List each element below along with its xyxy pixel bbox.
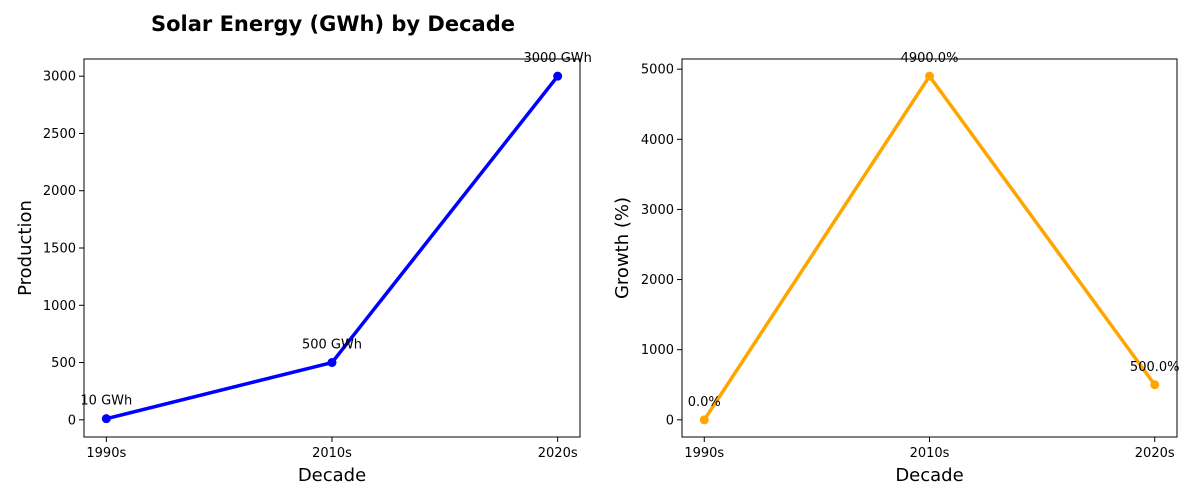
production-y-tick-label: 1500	[43, 242, 76, 257]
production-y-tick-label: 1000	[43, 299, 76, 314]
production-y-axis-label: Production	[15, 200, 36, 296]
production-data-label: 10 GWh	[80, 394, 132, 409]
growth-y-tick-label: 2000	[641, 273, 674, 288]
production-y-tick-label: 2000	[43, 184, 76, 199]
growth-x-tick-label: 2020s	[1135, 446, 1175, 461]
production-data-label: 500 GWh	[302, 338, 362, 353]
production-panel: 0 500 1000 1500 2000 2500 3000 1990s 2010s 2020s D…	[15, 51, 592, 486]
production-x-axis-label: Decade	[298, 465, 366, 486]
growth-y-tick-label: 0	[666, 413, 674, 428]
production-y-tick-label: 2500	[43, 127, 76, 142]
production-series-line	[105, 75, 560, 421]
production-data-point	[553, 71, 563, 81]
growth-data-label: 4900.0%	[901, 51, 959, 66]
production-x-tick-label: 2020s	[538, 446, 578, 461]
growth-series-line	[702, 74, 1157, 421]
growth-plot-frame	[681, 58, 1178, 438]
production-y-tick-label: 0	[68, 413, 76, 428]
production-x-tick-label: 1990s	[86, 446, 126, 461]
production-y-tick-label: 500	[51, 356, 76, 371]
growth-y-tick-label: 4000	[641, 133, 674, 148]
growth-panel: 0 1000 2000 3000 4000 5000 1990s 2010s 2020s Deca…	[612, 51, 1180, 486]
production-x-tick-label: 2010s	[312, 446, 352, 461]
production-plot-frame	[83, 58, 581, 438]
production-data-point	[327, 358, 337, 368]
growth-x-tick-label: 2010s	[910, 446, 950, 461]
growth-data-label: 500.0%	[1130, 360, 1180, 375]
growth-y-tick-label: 5000	[641, 63, 674, 78]
growth-data-point	[1150, 380, 1160, 390]
growth-y-tick-label: 1000	[641, 343, 674, 358]
growth-y-tick-label: 3000	[641, 203, 674, 218]
production-data-label: 3000 GWh	[523, 51, 591, 66]
production-y-tick-label: 3000	[43, 70, 76, 85]
production-data-point	[101, 414, 111, 424]
growth-y-axis-label: Growth (%)	[612, 197, 633, 299]
growth-x-axis-label: Decade	[895, 465, 963, 486]
growth-x-tick-label: 1990s	[684, 446, 724, 461]
growth-data-label: 0.0%	[688, 395, 721, 410]
chart-title: Solar Energy (GWh) by Decade	[151, 12, 515, 36]
growth-data-point	[925, 71, 934, 81]
growth-data-point	[699, 415, 709, 425]
